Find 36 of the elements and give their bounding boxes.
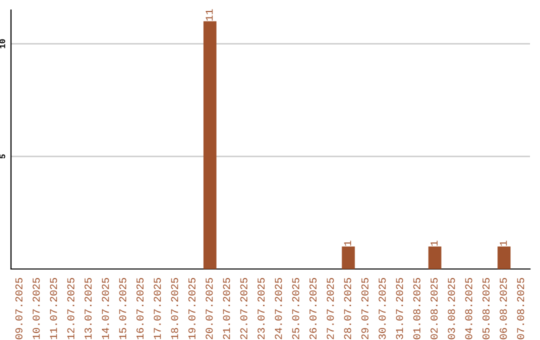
x-tick-label: 23.07.2025 [258,278,265,340]
x-tick-label: 20.07.2025 [206,278,213,340]
x-tick-label: 25.07.2025 [292,278,300,340]
x-tick-label: 10.07.2025 [32,278,40,340]
data-label: 1 [500,240,507,246]
x-tick-label: 12.07.2025 [67,278,74,340]
x-tick-label: 22.07.2025 [240,278,248,340]
x-tick-label: 19.07.2025 [188,278,196,340]
y-tick-label: 10 [0,39,6,48]
x-tick-label: 13.07.2025 [84,278,92,340]
x-tick-label: 14.07.2025 [102,278,109,340]
x-tick-label: 27.07.2025 [326,278,334,340]
x-tick-label: 31.07.2025 [396,278,404,340]
x-tick-label: 21.07.2025 [222,278,230,340]
data-label: 1 [344,240,352,246]
x-tick-label: 07.08.2025 [517,278,524,340]
x-tick-label: 02.08.2025 [430,278,438,340]
x-tick-label: 30.07.2025 [378,278,386,340]
x-tick-label: 26.07.2025 [309,278,317,340]
x-tick-label: 06.08.2025 [500,278,507,340]
x-tick-label: 09.07.2025 [15,278,22,340]
x-tick-label: 29.07.2025 [361,278,368,340]
x-tick-label: 16.07.2025 [136,278,144,340]
x-tick-label: 24.07.2025 [274,278,282,340]
data-label: 1 [430,240,438,246]
x-tick-label: 17.07.2025 [154,278,161,340]
x-tick-label: 05.08.2025 [482,278,490,340]
y-tick-label: 5 [0,154,6,158]
x-tick-label: 01.08.2025 [413,278,420,340]
data-label: 11 [206,9,213,21]
x-tick-label: 11.07.2025 [50,278,58,340]
x-tick-label: 28.07.2025 [344,278,352,340]
x-tick-label: 04.08.2025 [465,278,472,340]
x-tick-label: 03.08.2025 [448,278,455,340]
x-tick-label: 18.07.2025 [171,278,178,340]
x-tick-label: 15.07.2025 [119,278,126,340]
